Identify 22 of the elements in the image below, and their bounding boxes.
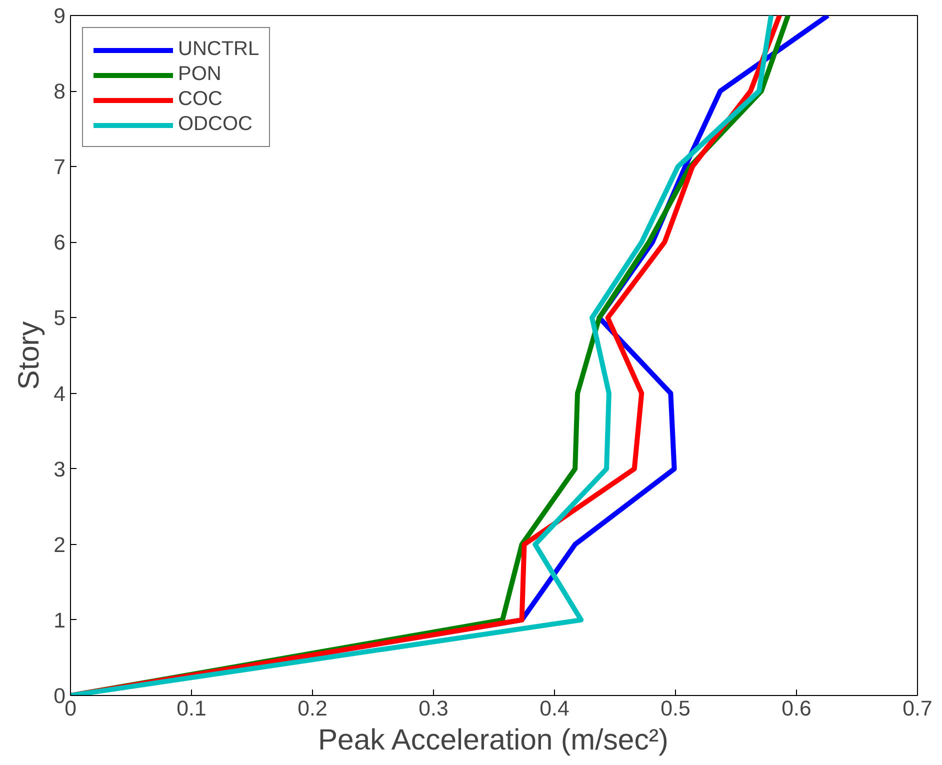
y-tick-label: 9: [54, 4, 66, 28]
y-tick-label: 7: [54, 155, 66, 180]
x-tick-label: 0.1: [176, 696, 206, 720]
y-tick-label: 3: [54, 457, 66, 482]
y-tick-label: 8: [54, 80, 66, 104]
y-axis-title: Story: [12, 320, 46, 390]
legend-label: COC: [178, 88, 222, 111]
y-tick-label: 2: [54, 532, 66, 557]
x-tick-label: 0.3: [418, 696, 448, 720]
y-tick-label: 4: [54, 382, 66, 406]
legend-label: ODCOC: [178, 113, 252, 136]
x-tick-label: 0.4: [540, 696, 570, 720]
legend-label: UNCTRL: [178, 38, 260, 61]
legend-label: PON: [178, 63, 222, 86]
x-tick-label: 0.7: [902, 696, 932, 720]
x-tick-label: 0.2: [298, 696, 328, 720]
x-tick-label: 0.6: [782, 696, 812, 720]
y-tick-label: 6: [54, 230, 66, 255]
x-tick-label: 0.5: [660, 696, 690, 720]
y-tick-label: 1: [54, 608, 66, 632]
y-tick-label: 5: [54, 306, 66, 330]
x-axis-title: Peak Acceleration (m/sec²): [318, 724, 668, 756]
